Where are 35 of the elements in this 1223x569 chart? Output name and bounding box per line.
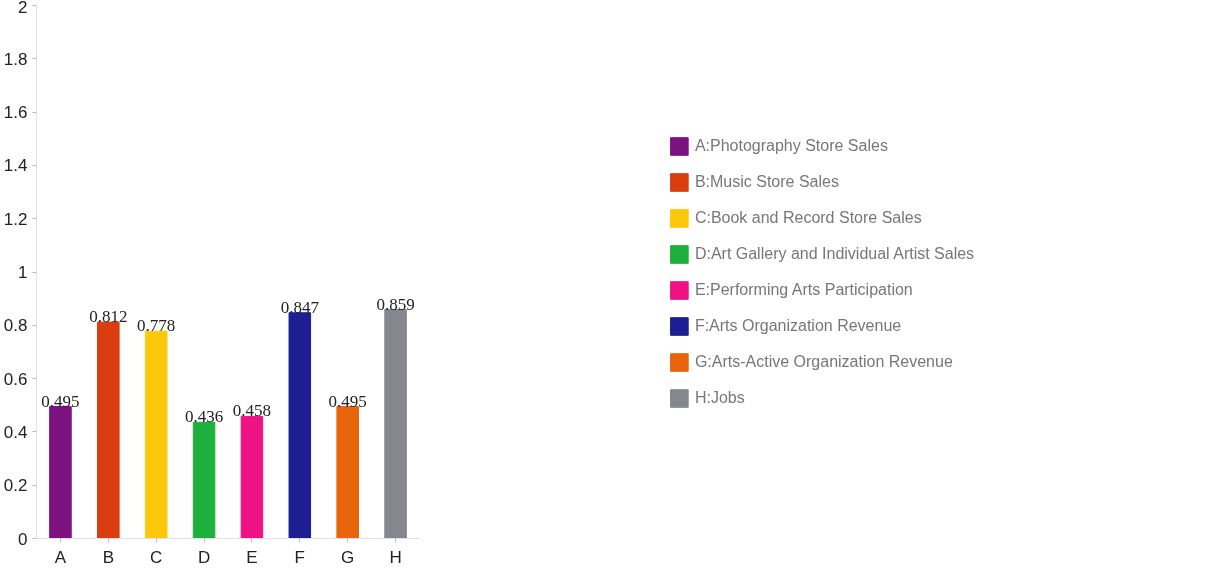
y-tick-label: 0.2 <box>3 476 28 496</box>
legend-label: C:Book and Record Store Sales <box>694 208 922 227</box>
y-tick-label: 0 <box>18 529 28 549</box>
legend-label: E:Performing Arts Participation <box>694 280 913 299</box>
x-tick-label: H <box>389 547 402 567</box>
data-label: 0.778 <box>137 316 176 336</box>
x-tick-label: F <box>294 547 306 567</box>
x-tick-label: A <box>54 547 67 567</box>
data-label: 0.458 <box>232 401 272 421</box>
x-tick-label: B <box>102 547 114 567</box>
y-tick-label: 1.8 <box>3 49 28 69</box>
legend-label: F:Arts Organization Revenue <box>694 316 902 335</box>
data-label: 0.495 <box>328 391 367 411</box>
x-tick-label: G <box>341 547 355 567</box>
y-tick-label: 0.6 <box>3 369 28 389</box>
legend-label: G:Arts-Active Organization Revenue <box>694 352 953 371</box>
data-label: 0.812 <box>89 307 128 327</box>
y-tick-label: 1.4 <box>3 156 28 176</box>
y-tick-label: 0.4 <box>3 422 28 442</box>
y-tick-label: 1 <box>18 263 28 282</box>
y-tick-label: 1.2 <box>3 209 28 229</box>
data-label: 0.495 <box>41 391 80 411</box>
legend-label: A:Photography Store Sales <box>694 136 888 155</box>
x-tick-label: C <box>150 547 163 567</box>
y-tick-label: 1.6 <box>3 103 28 123</box>
legend-label: H:Jobs <box>694 388 745 407</box>
data-label: 0.847 <box>280 297 320 317</box>
y-tick-label: 2 <box>18 0 28 17</box>
legend-label: D:Art Gallery and Individual Artist Sales <box>694 244 975 263</box>
data-label: 0.436 <box>184 407 224 427</box>
x-tick-label: D <box>197 547 211 567</box>
y-tick-label: 0.8 <box>3 316 28 336</box>
legend-label: B:Music Store Sales <box>694 172 839 191</box>
data-label: 0.859 <box>376 294 415 314</box>
x-tick-label: E <box>246 547 258 567</box>
